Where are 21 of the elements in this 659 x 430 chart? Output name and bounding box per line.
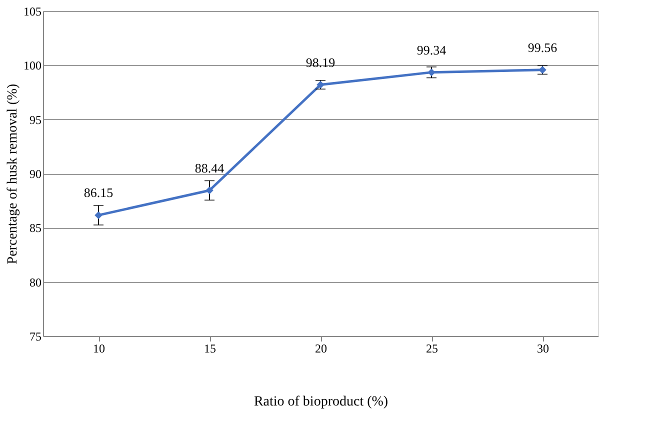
x-tick-label: 30	[537, 342, 549, 356]
x-axis-title: Ratio of bioproduct (%)	[254, 394, 388, 410]
y-axis-title: Percentage of husk removal (%)	[6, 83, 20, 264]
y-tick-label: 90	[30, 167, 42, 181]
y-tick-label: 75	[30, 330, 42, 344]
y-tick-label: 95	[30, 112, 42, 127]
point	[206, 186, 214, 194]
x-tick-label: 15	[204, 342, 216, 356]
x-tick-label: 10	[93, 342, 105, 356]
x-tick-label: 20	[315, 342, 327, 356]
data-label: 88.44	[194, 160, 225, 176]
data-label: 99.34	[416, 42, 447, 58]
y-tick-label: 85	[30, 221, 42, 236]
y-tick-label: 100	[24, 58, 42, 73]
y-tick-label: 105	[24, 4, 42, 18]
x-tick-label: 25	[426, 342, 438, 356]
data-label: 99.56	[528, 40, 558, 55]
data-label: 98.19	[306, 54, 336, 70]
data-label: 86.15	[84, 185, 114, 200]
point	[94, 211, 102, 220]
y-tick-label: 80	[30, 275, 42, 290]
